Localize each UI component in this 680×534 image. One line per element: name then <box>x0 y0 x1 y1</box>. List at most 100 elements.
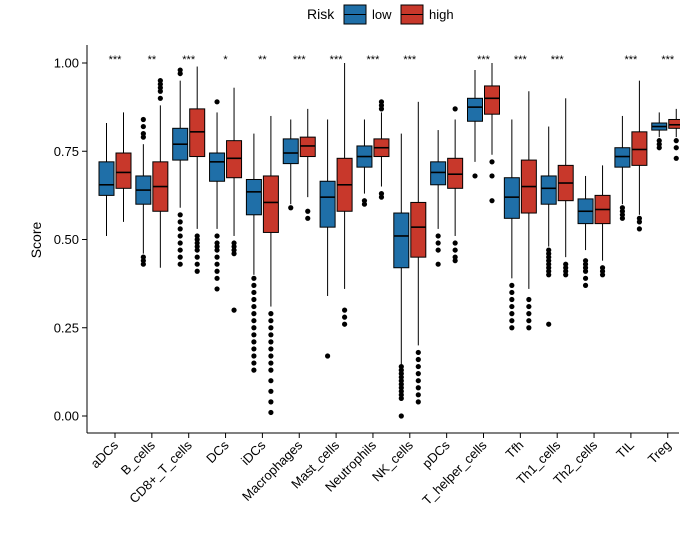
outlier-point <box>435 240 441 246</box>
outlier-point <box>177 219 183 225</box>
y-tick-label: 0.00 <box>54 409 79 424</box>
box-low <box>209 99 226 292</box>
outlier-point <box>415 392 421 398</box>
y-tick-label: 0.75 <box>54 144 79 159</box>
outlier-point <box>526 303 532 310</box>
outlier-point <box>268 311 274 317</box>
outlier-point <box>251 311 257 317</box>
significance-label: *** <box>403 54 417 66</box>
significance-label: *** <box>661 54 675 66</box>
box-body <box>668 118 680 129</box>
outlier-point <box>177 240 183 246</box>
box-body <box>209 152 226 182</box>
outlier-point <box>526 311 532 317</box>
outlier-point <box>268 388 274 394</box>
outlier-point <box>325 353 331 359</box>
legend: Risk low high <box>307 4 454 25</box>
legend-label-high: high <box>429 7 454 22</box>
outlier-point <box>435 261 441 267</box>
outlier-point <box>342 314 348 320</box>
significance-label: *** <box>551 54 565 66</box>
outlier-point <box>509 325 515 331</box>
outlier-point <box>415 385 421 391</box>
box-body <box>467 97 483 122</box>
outlier-point <box>251 360 257 366</box>
outlier-point <box>305 208 311 214</box>
x-tick-label: pDCs <box>419 437 453 471</box>
box-body <box>262 175 279 233</box>
box-body <box>614 147 631 168</box>
box-high <box>520 91 537 331</box>
outlier-point <box>214 247 220 253</box>
outlier-point <box>509 303 515 310</box>
outlier-point <box>157 95 163 101</box>
outlier-point <box>435 247 441 253</box>
outlier-point <box>378 99 385 105</box>
box-high <box>447 106 464 264</box>
y-tick-label: 0.25 <box>54 320 79 335</box>
significance-label: *** <box>182 54 196 66</box>
outlier-point <box>582 275 589 281</box>
outlier-point <box>268 353 274 359</box>
outlier-point <box>546 272 552 278</box>
outlier-point <box>636 226 643 232</box>
outlier-point <box>214 261 220 267</box>
box-high <box>336 63 353 327</box>
box-low <box>393 133 410 419</box>
box-body <box>430 161 447 186</box>
y-tick-label: 1.00 <box>54 56 79 71</box>
outlier-point <box>231 251 237 257</box>
box-low <box>172 67 189 267</box>
box-high <box>410 101 427 405</box>
outlier-point <box>288 205 294 211</box>
outlier-point <box>415 399 421 405</box>
outlier-point <box>214 275 220 281</box>
outlier-point <box>251 289 257 296</box>
x-tick-label: NK_cells <box>369 437 416 484</box>
box-body <box>319 180 336 228</box>
box-low <box>577 175 594 288</box>
significance-label: *** <box>477 54 491 66</box>
outlier-point <box>509 289 515 296</box>
box-low <box>503 119 520 331</box>
outlier-point <box>251 353 257 359</box>
outlier-point <box>673 138 679 144</box>
outlier-point <box>177 212 183 218</box>
outlier-point <box>214 233 220 239</box>
box-body <box>503 177 520 219</box>
outlier-point <box>194 247 200 253</box>
outlier-point <box>268 367 274 373</box>
outlier-point <box>177 261 183 267</box>
outlier-point <box>251 367 257 373</box>
x-tick-label: iDCs <box>238 437 269 468</box>
box-low <box>282 119 299 211</box>
outlier-point <box>268 378 274 384</box>
outlier-point <box>268 346 274 352</box>
box-body <box>226 140 243 179</box>
outlier-point <box>268 409 274 416</box>
outlier-point <box>489 173 495 179</box>
outlier-point <box>546 321 552 327</box>
significance-label: ** <box>258 54 267 66</box>
outlier-point <box>194 261 200 267</box>
box-high <box>484 63 500 204</box>
y-tick-label: 0.50 <box>54 232 79 247</box>
outlier-point <box>140 123 146 130</box>
outlier-point <box>268 399 274 405</box>
box-body <box>410 201 427 258</box>
outlier-point <box>452 247 458 253</box>
box-body <box>189 108 206 158</box>
box-low <box>467 70 483 179</box>
outlier-point <box>214 99 220 105</box>
outlier-point <box>599 272 606 278</box>
outlier-point <box>268 332 274 338</box>
significance-label: *** <box>293 54 307 66</box>
outlier-point <box>268 360 274 366</box>
outlier-point <box>177 247 183 253</box>
outlier-point <box>177 226 183 232</box>
box-high <box>668 108 680 161</box>
outlier-point <box>361 201 368 207</box>
x-tick-label: Treg <box>645 438 674 467</box>
outlier-point <box>415 363 421 370</box>
